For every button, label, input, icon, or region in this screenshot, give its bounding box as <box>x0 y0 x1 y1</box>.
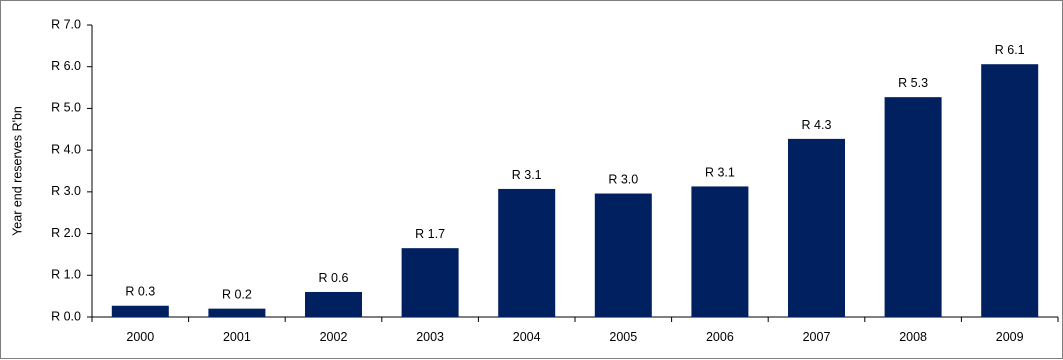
x-tick-label: 2002 <box>320 330 348 344</box>
bar <box>981 64 1039 317</box>
x-tick-label: 2006 <box>706 330 734 344</box>
data-label: R 3.0 <box>608 173 638 187</box>
bar <box>691 186 749 317</box>
bar <box>401 248 459 317</box>
x-tick-label: 2000 <box>126 330 154 344</box>
x-tick-label: 2001 <box>223 330 251 344</box>
y-tick-label: R 7.0 <box>51 17 81 31</box>
bar <box>305 291 362 317</box>
y-tick-label: R 6.0 <box>51 59 81 73</box>
x-tick-label: 2007 <box>803 330 831 344</box>
data-label: R 3.1 <box>512 168 542 182</box>
data-label: R 0.6 <box>319 271 349 285</box>
y-tick-label: R 2.0 <box>51 226 81 240</box>
bar <box>498 188 556 317</box>
y-axis-title: Year end reserves R'bn <box>10 106 24 236</box>
y-tick-label: R 1.0 <box>51 268 81 282</box>
bar <box>788 138 845 317</box>
x-tick-label: 2005 <box>609 330 637 344</box>
x-tick-label: 2009 <box>996 330 1024 344</box>
bar <box>111 305 169 317</box>
y-tick-label: R 0.0 <box>51 309 81 323</box>
data-label: R 6.1 <box>995 43 1025 57</box>
data-label: R 3.1 <box>705 165 735 179</box>
data-label: R 0.2 <box>222 288 252 302</box>
x-tick-label: 2008 <box>899 330 927 344</box>
x-tick-label: 2003 <box>416 330 444 344</box>
x-tick-label: 2004 <box>513 330 541 344</box>
bar <box>884 97 942 317</box>
data-label: R 5.3 <box>898 76 928 90</box>
data-label: R 4.3 <box>802 118 832 132</box>
y-tick-label: R 4.0 <box>51 142 81 156</box>
bar <box>594 193 652 317</box>
data-label: R 1.7 <box>415 227 445 241</box>
data-label: R 0.3 <box>125 285 155 299</box>
y-tick-label: R 3.0 <box>51 184 81 198</box>
bar <box>208 308 266 317</box>
y-tick-label: R 5.0 <box>51 101 81 115</box>
